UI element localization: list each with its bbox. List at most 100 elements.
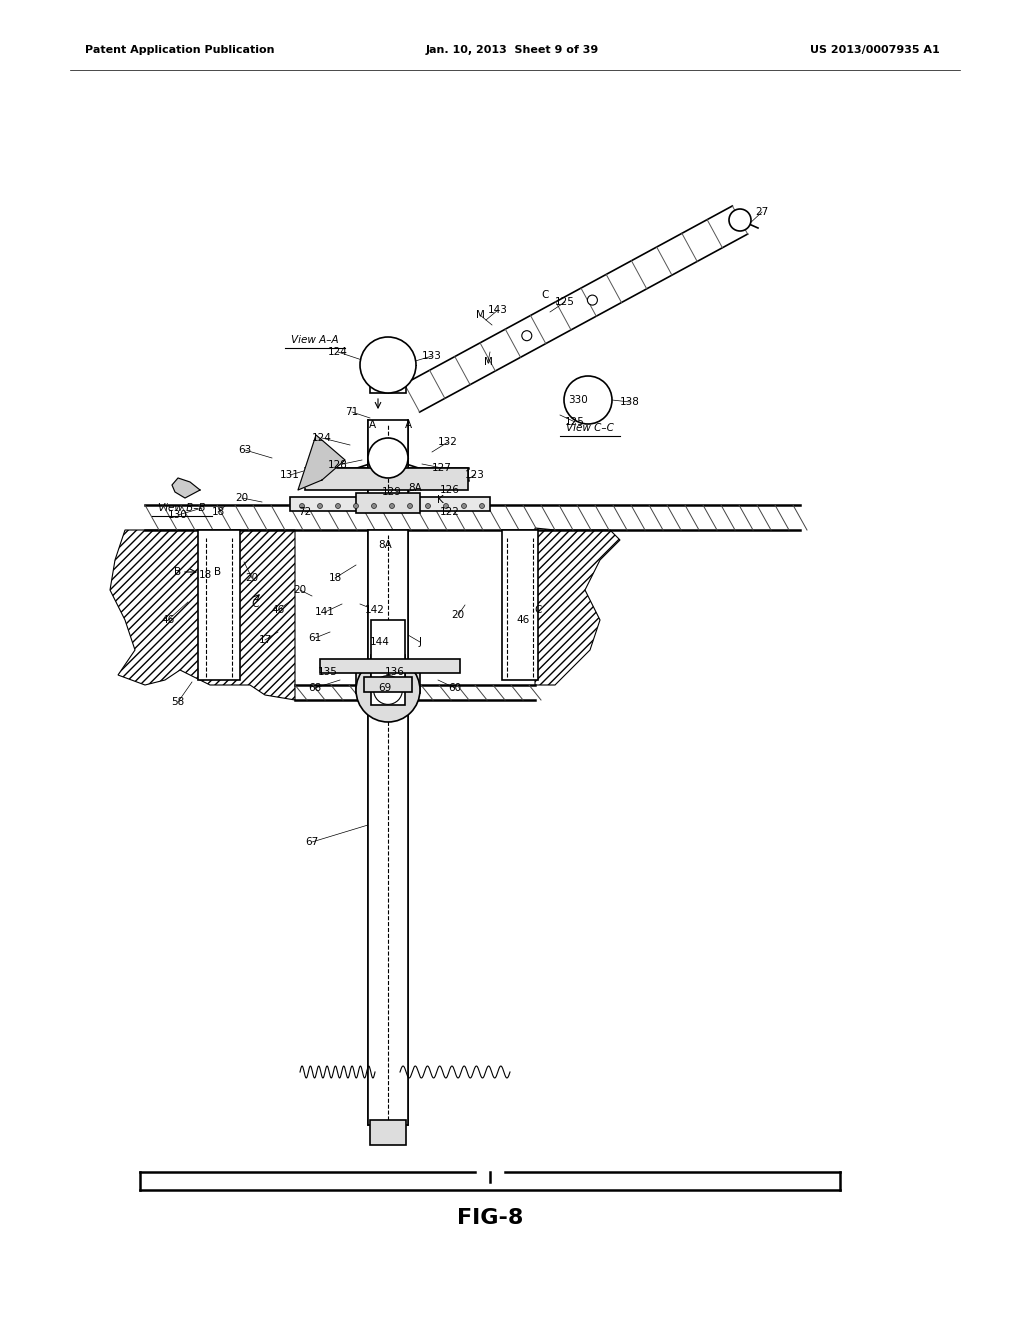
Text: 330: 330 xyxy=(568,395,588,405)
Circle shape xyxy=(368,438,408,478)
Bar xyxy=(368,700,408,1125)
Text: 72: 72 xyxy=(298,507,311,517)
Text: A: A xyxy=(369,420,376,430)
Text: 124: 124 xyxy=(328,347,348,356)
Text: 132: 132 xyxy=(438,437,458,447)
Text: 18: 18 xyxy=(329,573,342,583)
Circle shape xyxy=(374,676,402,705)
Text: 46: 46 xyxy=(271,605,285,615)
Text: 8A: 8A xyxy=(409,483,422,492)
Circle shape xyxy=(479,503,484,508)
Circle shape xyxy=(336,503,341,508)
Text: 133: 133 xyxy=(422,351,442,360)
Circle shape xyxy=(356,657,420,722)
Text: 125: 125 xyxy=(565,417,585,426)
Text: A: A xyxy=(404,420,412,430)
Polygon shape xyxy=(298,436,345,490)
Bar xyxy=(370,1119,406,1144)
Bar xyxy=(356,671,420,693)
Circle shape xyxy=(360,337,416,393)
Text: 69: 69 xyxy=(379,682,391,693)
Text: US 2013/0007935 A1: US 2013/0007935 A1 xyxy=(810,45,940,55)
Text: B: B xyxy=(214,568,221,577)
Text: 58: 58 xyxy=(171,697,184,708)
Text: 142: 142 xyxy=(366,605,385,615)
Bar xyxy=(319,659,460,673)
Text: C: C xyxy=(542,290,549,300)
Text: 141: 141 xyxy=(315,607,335,616)
Circle shape xyxy=(408,503,413,508)
Text: 61: 61 xyxy=(308,634,322,643)
Circle shape xyxy=(353,503,358,508)
Circle shape xyxy=(462,503,467,508)
Text: 129: 129 xyxy=(382,487,402,498)
Polygon shape xyxy=(535,528,620,685)
Text: 131: 131 xyxy=(280,470,300,480)
Circle shape xyxy=(564,376,612,424)
Text: C: C xyxy=(535,605,542,615)
Text: 27: 27 xyxy=(756,207,769,216)
Polygon shape xyxy=(172,478,200,498)
Text: 136: 136 xyxy=(385,667,404,677)
Text: 124: 124 xyxy=(312,433,332,444)
Text: 123: 123 xyxy=(465,470,485,480)
Text: C: C xyxy=(251,599,259,609)
Bar xyxy=(198,531,240,680)
Text: K: K xyxy=(436,495,443,506)
Circle shape xyxy=(299,503,304,508)
Bar xyxy=(368,420,408,506)
Text: 20: 20 xyxy=(452,610,465,620)
Text: 46: 46 xyxy=(516,615,529,624)
Text: 20: 20 xyxy=(236,492,249,503)
Text: 17: 17 xyxy=(258,635,271,645)
Circle shape xyxy=(426,503,430,508)
Polygon shape xyxy=(110,531,295,700)
Text: 122: 122 xyxy=(440,507,460,517)
Text: 46: 46 xyxy=(162,615,175,624)
Text: 18: 18 xyxy=(211,507,224,517)
Circle shape xyxy=(588,296,597,305)
Bar xyxy=(290,498,490,511)
Text: View B–B: View B–B xyxy=(158,503,206,513)
Text: 20: 20 xyxy=(294,585,306,595)
Text: View A–A: View A–A xyxy=(291,335,339,345)
Text: 130: 130 xyxy=(168,510,187,520)
Text: 128: 128 xyxy=(328,459,348,470)
Bar xyxy=(502,531,538,680)
Text: View C–C: View C–C xyxy=(566,422,614,433)
Text: 18: 18 xyxy=(199,570,212,579)
Bar xyxy=(371,655,406,705)
Circle shape xyxy=(443,503,449,508)
Circle shape xyxy=(317,503,323,508)
Text: 8A: 8A xyxy=(378,540,392,550)
Text: 135: 135 xyxy=(318,667,338,677)
Text: Patent Application Publication: Patent Application Publication xyxy=(85,45,274,55)
Bar xyxy=(305,469,468,490)
Text: 127: 127 xyxy=(432,463,452,473)
Circle shape xyxy=(389,503,394,508)
Bar xyxy=(364,677,412,692)
Text: 126: 126 xyxy=(440,484,460,495)
Text: 60: 60 xyxy=(449,682,462,693)
Text: M: M xyxy=(475,310,484,319)
Text: 63: 63 xyxy=(239,445,252,455)
Text: Jan. 10, 2013  Sheet 9 of 39: Jan. 10, 2013 Sheet 9 of 39 xyxy=(425,45,599,55)
Bar xyxy=(356,492,420,513)
Text: 20: 20 xyxy=(246,573,259,583)
Circle shape xyxy=(729,209,751,231)
Text: J: J xyxy=(419,638,422,647)
Bar xyxy=(371,620,406,690)
Text: 67: 67 xyxy=(305,837,318,847)
Bar xyxy=(368,531,408,685)
Bar xyxy=(370,366,406,393)
Text: B: B xyxy=(174,568,181,577)
Circle shape xyxy=(372,503,377,508)
Text: 144: 144 xyxy=(370,638,390,647)
Text: 138: 138 xyxy=(621,397,640,407)
Text: 143: 143 xyxy=(488,305,508,315)
Text: 68: 68 xyxy=(308,682,322,693)
Text: 71: 71 xyxy=(345,407,358,417)
Circle shape xyxy=(522,331,531,341)
Text: 125: 125 xyxy=(555,297,574,308)
Text: FIG-8: FIG-8 xyxy=(457,1208,523,1228)
